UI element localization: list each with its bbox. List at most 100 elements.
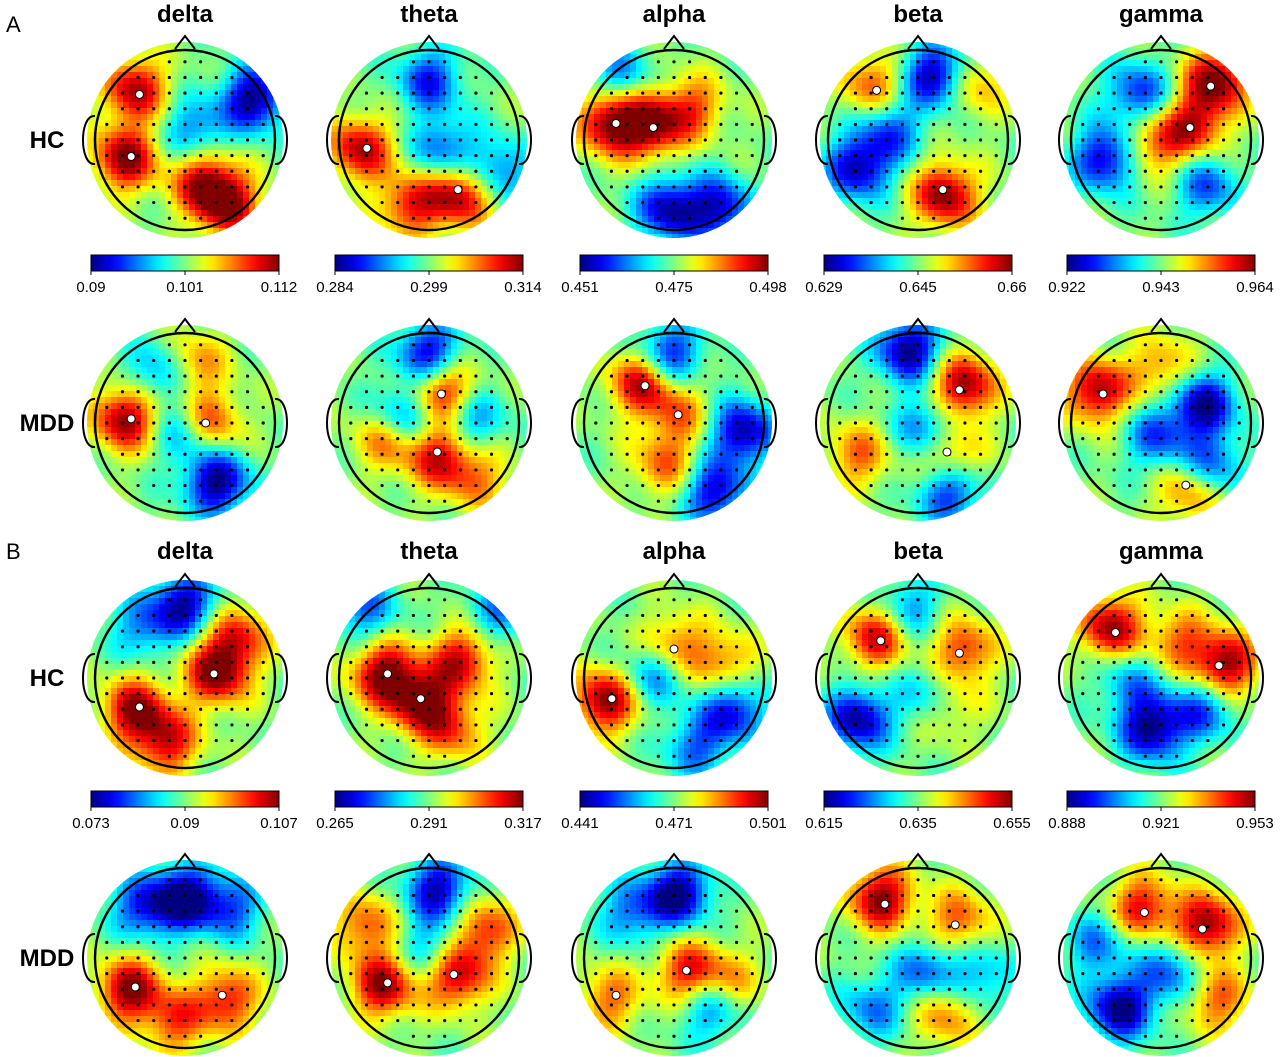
electrode xyxy=(719,138,723,142)
electrode xyxy=(625,972,629,976)
electrode xyxy=(594,692,598,696)
electrode xyxy=(916,956,920,960)
electrode xyxy=(900,645,904,649)
electrode xyxy=(688,940,692,944)
right-ear xyxy=(518,115,532,165)
electrode xyxy=(672,1003,676,1007)
electrode xyxy=(136,940,140,944)
electrode xyxy=(703,200,707,205)
electrode xyxy=(214,972,218,976)
electrode xyxy=(1221,154,1226,158)
electrode xyxy=(1159,343,1163,347)
electrode xyxy=(427,374,431,378)
electrode xyxy=(1096,421,1101,425)
electrode xyxy=(719,723,723,727)
electrode xyxy=(609,723,614,727)
significant-electrode xyxy=(383,978,393,988)
electrode xyxy=(411,878,415,882)
electrode xyxy=(688,75,692,80)
head-outline xyxy=(93,48,277,232)
electrode xyxy=(978,692,983,696)
electrode xyxy=(443,676,447,680)
electrode xyxy=(594,437,598,441)
electrode xyxy=(609,660,614,664)
electrode xyxy=(1128,138,1132,142)
electrode xyxy=(719,893,723,898)
electrode xyxy=(688,374,692,378)
electrode xyxy=(703,629,707,633)
electrode xyxy=(136,972,140,976)
electrode xyxy=(1159,468,1163,472)
electrode xyxy=(947,629,951,633)
electrode xyxy=(489,154,494,158)
electrode xyxy=(1190,468,1194,472)
electrode xyxy=(489,390,494,394)
electrode xyxy=(364,107,369,111)
electrode xyxy=(869,107,873,111)
significant-electrode xyxy=(134,89,144,99)
electrode xyxy=(396,122,400,126)
head-outline xyxy=(93,866,277,1050)
electrode xyxy=(656,878,660,882)
electrode xyxy=(380,660,384,664)
electrode xyxy=(183,754,187,758)
electrode xyxy=(380,169,384,173)
electrode xyxy=(1206,169,1210,173)
electrode xyxy=(427,122,431,126)
electrode xyxy=(474,956,478,960)
electrode xyxy=(932,692,936,696)
electrode xyxy=(719,692,723,696)
electrode xyxy=(656,437,660,441)
electrode xyxy=(963,452,967,456)
electrode xyxy=(411,754,415,758)
electrode xyxy=(245,723,250,727)
electrode xyxy=(1096,154,1101,158)
electrode xyxy=(1128,660,1132,664)
electrode xyxy=(703,154,707,158)
electrode xyxy=(1190,1003,1194,1007)
electrode xyxy=(947,956,951,960)
electrode xyxy=(136,452,140,456)
electrode xyxy=(672,598,676,602)
electrode xyxy=(641,956,645,960)
electrode xyxy=(1143,452,1147,456)
electrode xyxy=(1081,437,1085,441)
electrode xyxy=(396,200,400,205)
electrode xyxy=(152,972,156,976)
electrode xyxy=(916,75,920,80)
colorbar-tick-label-max: 0.953 xyxy=(1236,815,1274,832)
electrode xyxy=(396,629,400,633)
right-ear xyxy=(518,398,532,448)
electrode xyxy=(443,613,447,618)
electrode xyxy=(1175,629,1179,633)
electrode xyxy=(1143,169,1147,173)
electrode xyxy=(994,154,998,158)
band-label-beta: beta xyxy=(893,1,943,28)
electrode xyxy=(199,499,203,503)
electrode xyxy=(869,452,873,456)
electrode xyxy=(1175,925,1179,929)
electrode xyxy=(380,437,384,441)
electrode xyxy=(474,122,478,126)
electrode xyxy=(443,91,447,95)
colorbar-tick-label-mid: 0.921 xyxy=(1142,815,1180,832)
electrode xyxy=(152,956,156,960)
electrode xyxy=(183,91,187,95)
electrode xyxy=(688,91,692,95)
electrode xyxy=(672,60,676,64)
electrode xyxy=(1159,358,1163,363)
electrode xyxy=(120,723,125,727)
electrode xyxy=(869,645,873,649)
electrode xyxy=(474,390,478,394)
electrode xyxy=(183,154,187,158)
head-outline xyxy=(826,331,1010,515)
electrode xyxy=(869,91,873,95)
electrode xyxy=(489,468,494,472)
electrode xyxy=(641,91,645,95)
electrode xyxy=(916,1018,920,1023)
electrode xyxy=(609,1003,614,1007)
electrode xyxy=(183,1034,187,1038)
electrode xyxy=(152,940,156,944)
electrode xyxy=(625,169,629,173)
electrode xyxy=(1096,629,1101,633)
